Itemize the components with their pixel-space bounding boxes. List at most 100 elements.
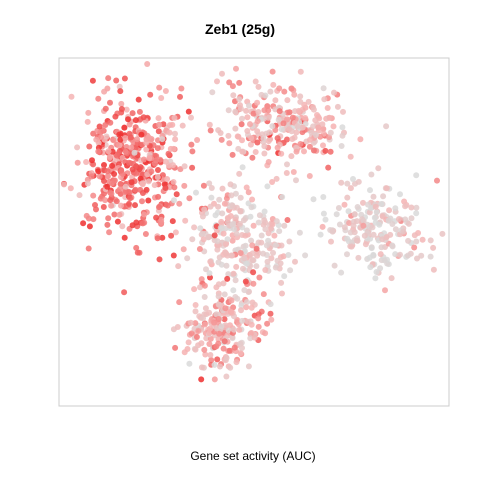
data-point [128,179,135,186]
data-point [180,246,187,253]
data-point [322,216,329,223]
data-point [186,195,193,202]
data-point [126,159,132,166]
data-point [241,255,248,262]
data-point [201,282,208,289]
data-point [105,148,112,155]
data-point [146,155,153,162]
data-point [383,185,390,192]
data-point [232,277,239,284]
data-point [219,210,226,217]
data-point [357,136,364,143]
data-point [427,253,434,260]
data-point [114,152,121,159]
data-point [222,250,229,257]
data-point [372,203,379,210]
data-point [260,250,267,257]
data-point [121,124,128,131]
data-point [133,163,140,170]
data-point [269,179,276,185]
data-point [147,91,154,98]
data-point [405,220,412,227]
data-point [93,136,100,143]
data-point [370,251,377,258]
data-point [154,145,161,152]
data-point [224,215,231,221]
data-point [102,197,109,204]
data-point [207,335,214,342]
data-point [215,281,222,288]
data-point [258,232,265,239]
data-point [96,123,103,130]
data-point [408,215,415,222]
data-point [105,75,112,82]
data-point [173,191,180,198]
data-point [256,212,263,219]
data-point [179,122,186,129]
data-point [144,61,151,67]
data-point [351,211,358,218]
data-point [250,280,257,287]
points-layer [61,61,446,383]
data-point [200,182,207,189]
data-point [226,347,233,354]
data-point [132,117,139,124]
data-point [411,232,418,239]
data-point [117,88,124,95]
data-point [362,241,369,248]
data-point [224,236,231,243]
data-point [128,144,135,151]
data-point [261,150,268,157]
data-point [278,150,285,157]
data-point [218,225,225,232]
data-point [237,350,244,356]
data-point [241,287,248,294]
data-point [122,148,129,155]
data-point [140,156,147,163]
data-point [360,222,367,229]
data-point [295,107,302,114]
data-point [111,177,118,184]
data-point [198,364,205,371]
data-point [338,143,345,149]
data-point [119,223,126,230]
data-point [267,88,274,95]
data-point [123,144,130,150]
data-point [244,128,251,134]
data-point [368,245,375,252]
data-point [397,191,403,198]
data-point [243,227,250,234]
data-point [310,196,317,203]
data-point [104,183,111,190]
data-point [243,304,250,311]
data-point [230,92,237,99]
data-point [402,203,409,210]
data-point [255,219,262,226]
data-point [370,231,377,238]
data-point [388,275,395,282]
data-point [107,197,114,204]
data-point [319,223,326,230]
data-point [373,209,380,216]
data-point [114,218,121,225]
data-point [238,121,245,128]
data-point [223,355,230,361]
data-point [262,226,269,233]
data-point [253,263,260,270]
data-point [383,234,390,240]
data-point [122,135,129,141]
data-point [360,218,367,224]
data-point [350,176,356,182]
data-point [214,356,221,363]
data-point [265,230,272,237]
data-point [192,320,199,327]
data-point [291,91,298,98]
data-point [142,231,149,237]
data-point [253,245,260,252]
data-point [264,183,271,190]
data-point [198,376,205,383]
data-point [220,345,227,352]
data-point [127,195,133,202]
data-point [293,177,299,184]
